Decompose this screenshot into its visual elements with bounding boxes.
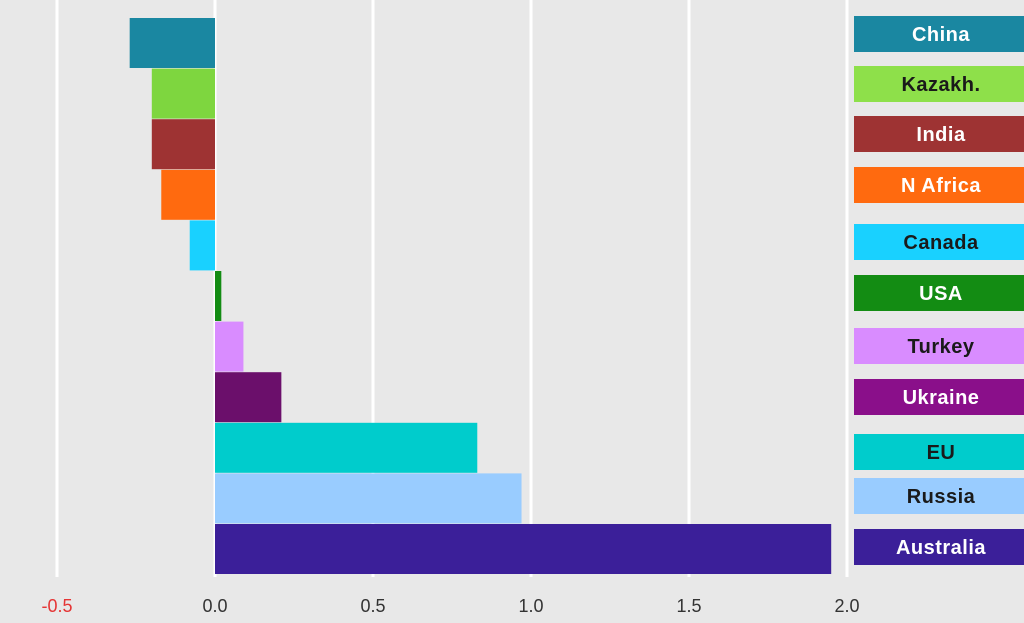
legend-swatch [854, 16, 1024, 52]
legend-swatch [854, 529, 1024, 565]
legend-label: Kazakh. [901, 74, 980, 96]
legend-label: Canada [903, 232, 979, 254]
legend-swatch [854, 478, 1024, 514]
x-tick-label: 2.0 [834, 596, 859, 616]
legend-label: N Africa [901, 175, 981, 197]
legend-label: Russia [907, 486, 976, 508]
legend-swatch [854, 167, 1024, 203]
x-tick-label: 1.5 [676, 596, 701, 616]
bar-australia [215, 524, 832, 574]
legend-label: USA [919, 283, 963, 305]
legend-label: China [912, 24, 970, 46]
legend-swatch [854, 434, 1024, 470]
x-tick-label: -0.5 [41, 596, 72, 616]
legend-item-turkey: Turkey [854, 328, 1024, 364]
bar-n-africa [161, 169, 215, 220]
legend-item-ukraine: Ukraine [854, 379, 1024, 415]
bar-kazakh [151, 68, 215, 119]
legend-item-australia: Australia [854, 529, 1024, 565]
legend-swatch [854, 224, 1024, 260]
legend-swatch [854, 328, 1024, 364]
x-tick-label: 1.0 [518, 596, 543, 616]
legend-label: Turkey [907, 336, 974, 358]
legend-item-canada: Canada [854, 224, 1024, 260]
legend-swatch [854, 379, 1024, 415]
legend-swatch [854, 275, 1024, 311]
legend-item-india: India [854, 116, 1024, 152]
bar-eu [215, 422, 478, 473]
legend-label: Ukraine [903, 387, 980, 409]
bar-ukraine [215, 372, 282, 423]
legend-label: Australia [896, 537, 986, 559]
bar-china [129, 18, 215, 68]
legend-item-n-africa: N Africa [854, 167, 1024, 203]
legend-swatch [854, 66, 1024, 102]
x-axis-ticks: -0.5 0.0 0.5 1.0 1.5 2.0 [41, 596, 859, 616]
legend: China Kazakh. India N Africa Canada USA Turkey… [854, 16, 1024, 565]
bar-canada [189, 220, 215, 271]
legend-item-kazakh: Kazakh. [854, 66, 1024, 102]
bars [129, 18, 832, 574]
x-tick-label: 0.5 [360, 596, 385, 616]
legend-label: India [916, 124, 966, 146]
bar-russia [215, 473, 522, 524]
legend-item-eu: EU [854, 434, 1024, 470]
x-tick-label: 0.0 [202, 596, 227, 616]
legend-item-russia: Russia [854, 478, 1024, 514]
legend-label: EU [927, 442, 956, 464]
legend-item-china: China [854, 16, 1024, 52]
bar-turkey [215, 321, 244, 372]
bar-usa [215, 271, 222, 321]
legend-swatch [854, 116, 1024, 152]
bar-india [151, 119, 215, 170]
legend-item-usa: USA [854, 275, 1024, 311]
